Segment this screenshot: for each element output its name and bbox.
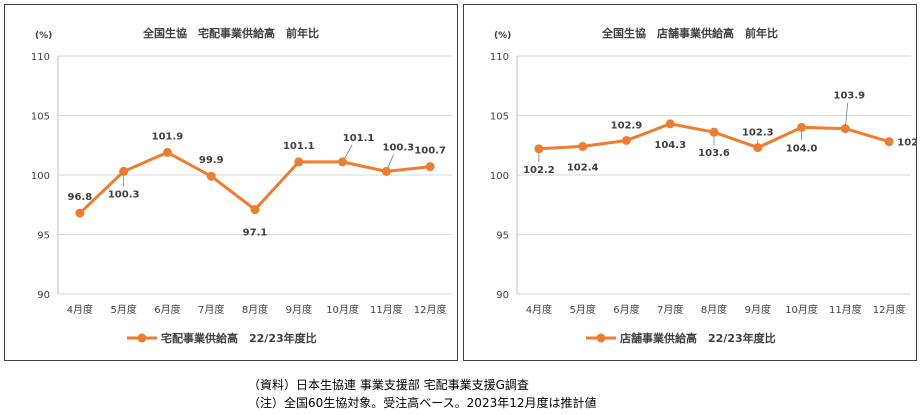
- data-point: [119, 166, 129, 176]
- data-label: 102.2: [523, 165, 555, 176]
- y-tick-label: 100: [31, 171, 50, 182]
- chart-title: 全国生協 宅配事業供給高 前年比: [142, 26, 319, 40]
- data-label: 100.7: [414, 146, 446, 157]
- legend-label: 店舗事業供給高 22/23年度比: [620, 331, 776, 345]
- data-label: 100.3: [108, 189, 140, 200]
- x-tick-label: 7月度: [198, 303, 224, 316]
- x-tick-label: 6月度: [154, 303, 180, 316]
- y-tick-label: 110: [490, 52, 509, 63]
- x-tick-label: 10月度: [326, 303, 359, 316]
- x-tick-label: 4月度: [526, 303, 552, 316]
- legend-marker: [137, 333, 147, 343]
- data-point: [797, 122, 807, 132]
- data-point: [578, 141, 588, 151]
- x-tick-label: 12月度: [414, 303, 447, 316]
- y-tick-label: 105: [490, 112, 509, 123]
- legend-label: 宅配事業供給高 22/23年度比: [161, 331, 317, 345]
- y-tick-label: 105: [31, 112, 50, 123]
- data-point: [250, 205, 260, 215]
- chart-panel-store: 全国生協 店舗事業供給高 前年比 (%) 90 95 100 105 110 4月度 5月度 6月…: [463, 4, 917, 361]
- legend-marker: [596, 333, 606, 343]
- data-label: 96.8: [68, 192, 93, 203]
- data-point: [75, 208, 85, 218]
- y-tick-label: 90: [37, 290, 50, 301]
- x-tick-label: 5月度: [569, 303, 595, 316]
- x-tick-label: 11月度: [370, 303, 403, 316]
- data-point: [840, 124, 850, 134]
- data-point: [338, 157, 348, 167]
- data-label: 104.3: [654, 140, 686, 151]
- y-unit-label: (%): [494, 31, 511, 41]
- data-label: 100.3: [383, 142, 415, 153]
- chart-panel-delivery: 全国生協 宅配事業供給高 前年比 (%) 90 95 100 105 110 4月度 5月度 6月…: [4, 4, 458, 361]
- y-tick-label: 110: [31, 52, 50, 63]
- data-label: 104.0: [786, 143, 818, 154]
- x-tick-label: 7月度: [657, 303, 683, 316]
- x-tick-label: 11月度: [829, 303, 862, 316]
- store-chart-svg: 全国生協 店舗事業供給高 前年比 (%) 90 95 100 105 110 4月度 5月度 6月…: [490, 26, 916, 345]
- data-label: 97.1: [243, 228, 268, 239]
- data-label: 99.9: [199, 155, 224, 166]
- data-point: [294, 157, 304, 167]
- data-point: [753, 143, 763, 153]
- series-line: [78, 150, 431, 215]
- data-label: 103.9: [834, 91, 866, 102]
- delivery-chart-svg: 全国生協 宅配事業供給高 前年比 (%) 90 95 100 105 110 4月度 5月度 6月…: [31, 26, 452, 345]
- x-tick-label: 4月度: [67, 303, 93, 316]
- data-label: 101.1: [283, 141, 315, 152]
- data-label: 102.4: [567, 162, 599, 173]
- data-label: 101.1: [343, 133, 375, 144]
- y-tick-label: 95: [496, 231, 509, 242]
- data-point: [884, 137, 894, 147]
- data-point: [206, 171, 216, 181]
- data-point: [162, 147, 172, 157]
- data-point: [665, 119, 675, 129]
- data-point: [709, 127, 719, 137]
- y-tick-label: 95: [37, 231, 50, 242]
- chart-title: 全国生協 店舗事業供給高 前年比: [601, 26, 778, 40]
- x-tick-label: 9月度: [745, 303, 771, 316]
- data-point: [425, 162, 435, 172]
- source-note: （資料）日本生協連 事業支援部 宅配事業支援G調査: [248, 378, 529, 392]
- data-label: 102.3: [742, 128, 774, 139]
- data-label: 102.8: [897, 138, 916, 149]
- data-point: [534, 144, 544, 154]
- x-tick-label: 10月度: [785, 303, 818, 316]
- data-label: 102.9: [611, 120, 643, 131]
- source-notes: （資料）日本生協連 事業支援部 宅配事業支援G調査 （注）全国60生協対象。受注…: [248, 376, 596, 412]
- x-tick-label: 6月度: [613, 303, 639, 316]
- y-unit-label: (%): [35, 31, 52, 41]
- data-point: [621, 135, 631, 145]
- data-label: 101.9: [152, 131, 184, 142]
- x-tick-label: 5月度: [110, 303, 136, 316]
- y-tick-label: 100: [490, 171, 509, 182]
- x-tick-label: 12月度: [873, 303, 906, 316]
- x-tick-label: 9月度: [286, 303, 312, 316]
- y-tick-label: 90: [496, 290, 509, 301]
- x-tick-label: 8月度: [242, 303, 268, 316]
- x-tick-label: 8月度: [701, 303, 727, 316]
- data-point: [381, 166, 391, 176]
- footnote: （注）全国60生協対象。受注高ベース。2023年12月度は推計値: [248, 396, 597, 410]
- data-label: 103.6: [698, 148, 730, 159]
